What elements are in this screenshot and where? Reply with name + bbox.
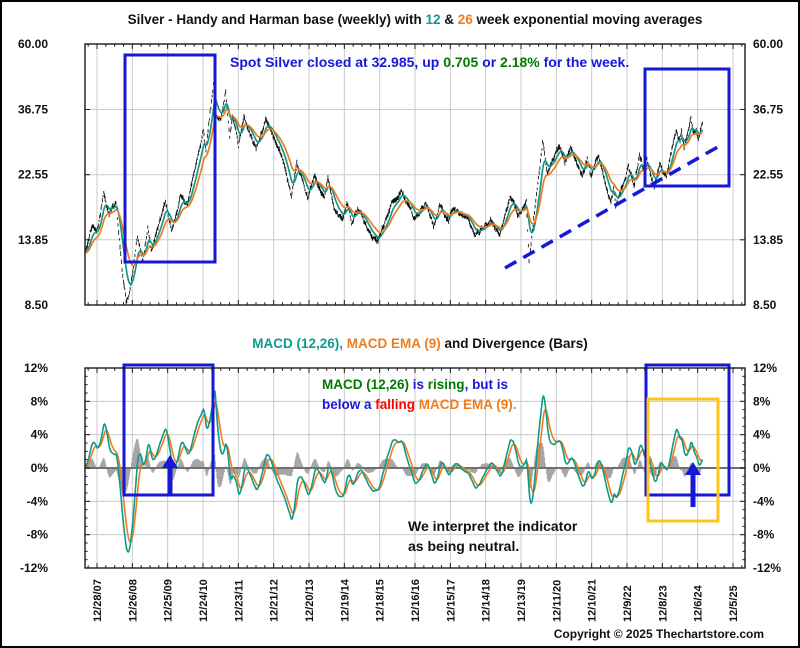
macd-ann-seg: MACD (12,26) xyxy=(322,377,409,392)
x-axis-date-label: 12/24/10 xyxy=(198,579,210,622)
price-y-label-left: 60.00 xyxy=(18,37,48,51)
macd-state-annotation-line2: below a falling MACD EMA (9). xyxy=(322,397,517,412)
highlight-rect-blue xyxy=(123,53,217,264)
axes-frames-and-ticks xyxy=(84,43,746,569)
annotation-overlays xyxy=(122,53,731,523)
axis-labels: 60.00 60.00 36.75 36.75 22.55 22.55 13.85 13.85… xyxy=(18,37,783,622)
price-y-label-right: 60.00 xyxy=(753,37,783,51)
x-axis-date-label: 12/25/09 xyxy=(163,579,175,622)
price-y-label-right: 13.85 xyxy=(753,233,783,247)
x-axis-date-label: 12/23/11 xyxy=(233,580,245,622)
x-axis-date-label: 12/8/23 xyxy=(657,585,669,622)
title-seg-ema12: 12 xyxy=(425,12,440,27)
x-axis-date-label: 12/15/17 xyxy=(445,579,457,622)
price-panel-series xyxy=(85,72,704,304)
x-axis-date-label: 12/10/21 xyxy=(587,579,599,622)
price-y-label-left: 8.50 xyxy=(25,298,49,312)
macd-state-annotation-line1: MACD (12,26) is rising, but is xyxy=(322,377,508,392)
macd-y-label-left: -4% xyxy=(27,494,49,508)
x-axis-date-label: 12/13/19 xyxy=(516,579,528,622)
spot-close-annotation: Spot Silver closed at 32.985, up 0.705 o… xyxy=(230,54,629,70)
macd-signal-line xyxy=(85,400,703,543)
macd-y-label-right: 12% xyxy=(753,361,777,375)
up-arrow-head xyxy=(162,455,178,468)
highlight-rect-blue xyxy=(644,363,731,497)
spot-seg: or xyxy=(478,54,500,70)
title-seg: week exponential moving averages xyxy=(473,12,703,27)
macd-ann-seg: rising xyxy=(428,377,465,392)
macd-y-label-right: -8% xyxy=(753,528,775,542)
copyright-notice: Copyright © 2025 Thechartstore.com xyxy=(554,627,764,641)
x-axis-date-label: 12/9/22 xyxy=(622,585,634,622)
x-axis-date-label: 12/26/08 xyxy=(127,579,139,622)
macd-ann-seg: falling xyxy=(375,397,415,412)
x-axis-date-label: 12/6/24 xyxy=(693,584,705,622)
macd-y-label-left: -12% xyxy=(20,561,48,575)
x-axis-date-label: 12/16/16 xyxy=(410,579,422,622)
x-axis-date-label: 12/18/15 xyxy=(375,579,387,622)
macd-y-label-left: 4% xyxy=(31,428,49,442)
price-y-label-right: 8.50 xyxy=(753,298,777,312)
price-y-label-left: 36.75 xyxy=(18,102,48,116)
macd-y-label-left: 8% xyxy=(31,394,49,408)
macd-line xyxy=(85,390,704,554)
highlight-rect-yellow xyxy=(646,397,720,523)
macd-y-label-right: -4% xyxy=(753,494,775,508)
spot-seg: Spot Silver closed at 32.985, up xyxy=(230,54,443,70)
highlight-rect-blue xyxy=(643,67,731,188)
title-seg: Silver - Handy and Harman base (weekly) … xyxy=(128,12,426,27)
price-panel-gridlines xyxy=(85,44,745,305)
macd-y-label-right: 8% xyxy=(753,394,771,408)
x-axis-date-label: 12/28/07 xyxy=(92,579,104,622)
x-axis-date-label: 12/21/12 xyxy=(269,579,281,622)
macd-panel-series xyxy=(85,390,745,554)
ema26-line xyxy=(85,108,703,267)
x-axis-date-label: 12/19/14 xyxy=(339,578,351,622)
x-axis-date-label: 12/5/25 xyxy=(728,585,740,622)
spot-seg: for the week. xyxy=(540,54,629,70)
spot-seg-pct: 2.18% xyxy=(500,54,540,70)
macd-ann-seg: below a xyxy=(322,397,375,412)
x-axis-date-label: 12/20/13 xyxy=(304,579,316,622)
x-axis-date-label: 12/11/20 xyxy=(551,580,563,622)
ema12-line xyxy=(85,96,704,286)
title-seg-ema26: 26 xyxy=(458,12,474,27)
macd-ann-seg: MACD EMA (9). xyxy=(415,397,517,412)
macd-y-label-left: -8% xyxy=(27,528,49,542)
title-seg: & xyxy=(440,12,457,27)
price-panel-title: Silver - Handy and Harman base (weekly) … xyxy=(128,12,703,27)
spot-seg-change: 0.705 xyxy=(443,54,478,70)
macd-y-label-left: 12% xyxy=(24,361,48,375)
up-arrow-shaft xyxy=(690,474,696,507)
macd-y-label-left: 0% xyxy=(31,461,49,475)
price-y-label-left: 13.85 xyxy=(18,233,48,247)
price-y-label-left: 22.55 xyxy=(18,168,48,182)
macd-ann-seg: is xyxy=(409,377,428,392)
macd-y-label-right: -12% xyxy=(753,561,781,575)
x-axis-date-label: 12/14/18 xyxy=(481,579,493,622)
macd-y-label-right: 0% xyxy=(753,461,771,475)
price-y-label-right: 22.55 xyxy=(753,168,783,182)
price-y-label-right: 36.75 xyxy=(753,102,783,116)
neutral-annotation-line1: We interpret the indicator xyxy=(408,518,578,534)
macd-ann-seg: , but is xyxy=(465,377,509,392)
macd-title-seg: MACD (12,26), xyxy=(252,336,343,351)
up-arrow-shaft xyxy=(167,467,173,496)
macd-title-seg: MACD EMA (9) xyxy=(343,336,441,351)
macd-y-label-right: 4% xyxy=(753,428,771,442)
neutral-annotation-line2: as being neutral. xyxy=(408,538,519,554)
macd-panel-title: MACD (12,26), MACD EMA (9) and Divergenc… xyxy=(252,336,588,351)
up-arrow-head xyxy=(685,462,701,475)
macd-title-seg: and Divergence (Bars) xyxy=(441,336,588,351)
